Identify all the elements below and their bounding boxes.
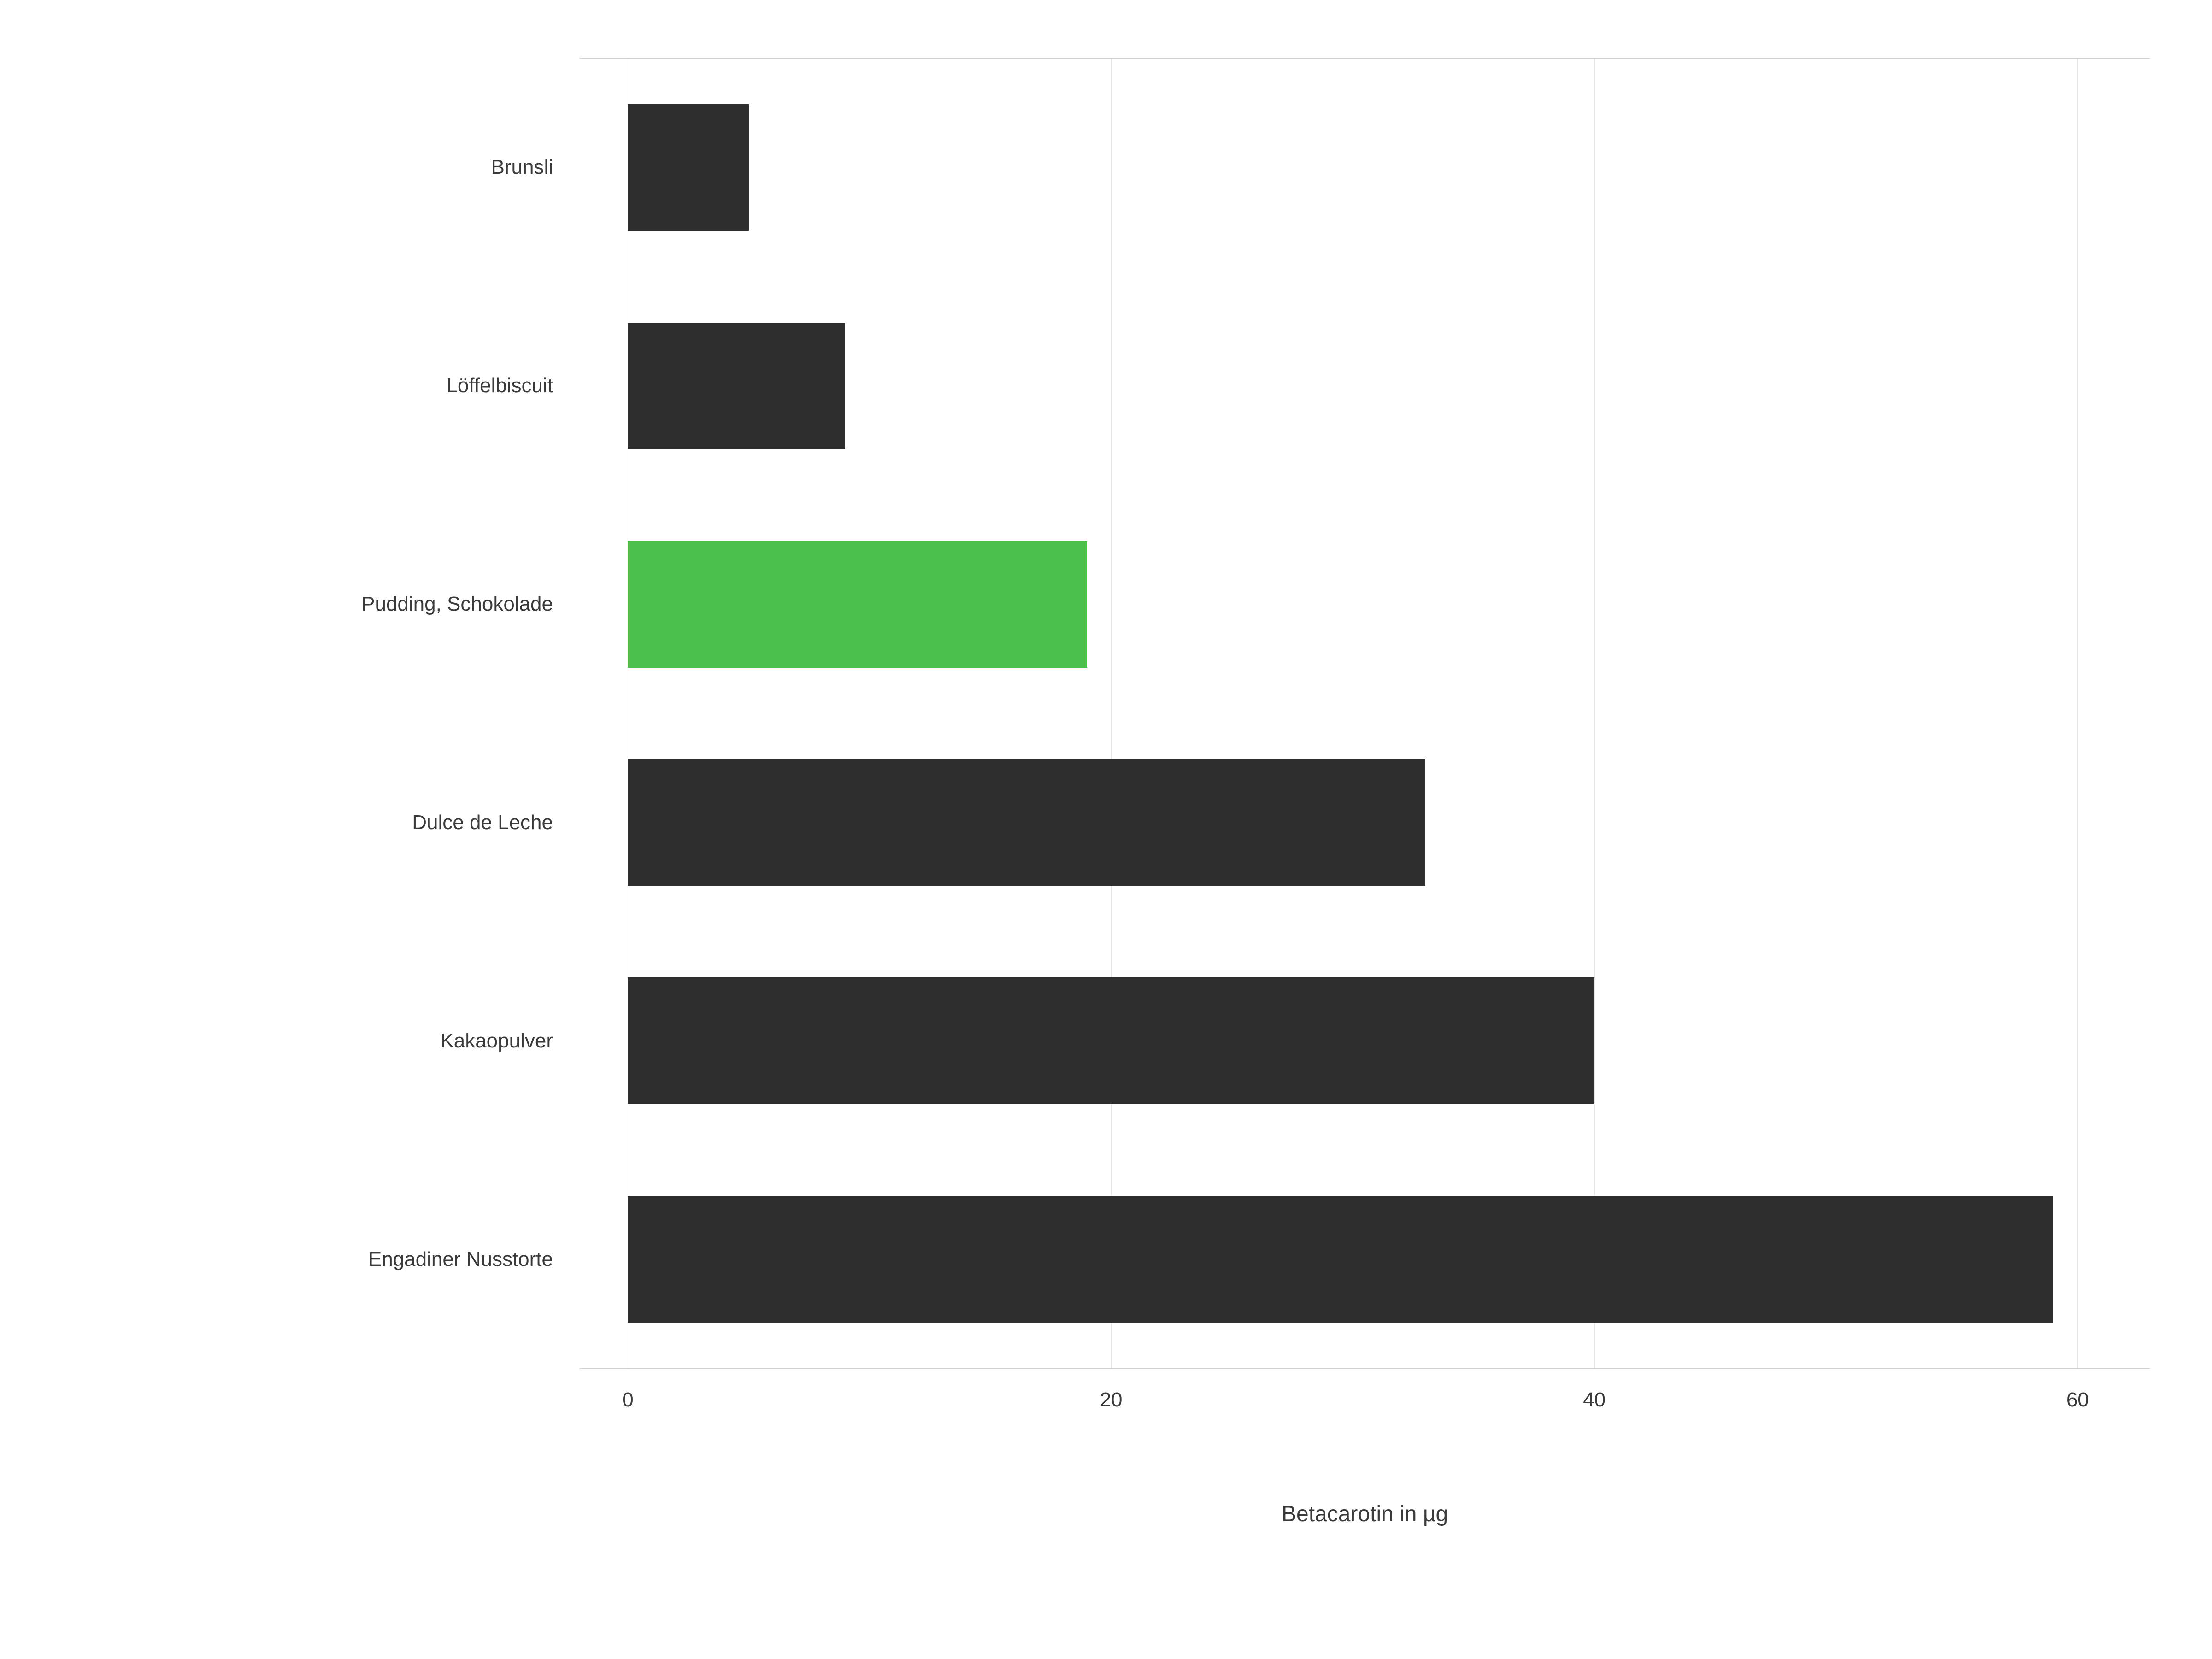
bar (628, 1196, 2053, 1323)
plot-area (580, 58, 2150, 1369)
x-tick-label: 60 (2066, 1388, 2089, 1412)
bar (628, 541, 1087, 668)
y-axis-label: Kakaopulver (440, 1030, 553, 1053)
gridline (1111, 59, 1112, 1368)
bar (628, 977, 1594, 1104)
x-tick-label: 20 (1100, 1388, 1123, 1412)
bar (628, 759, 1425, 886)
betacarotin-bar-chart: Brunsli Löffelbiscuit Pudding, Schokolade D… (0, 0, 2212, 1659)
y-axis-label: Dulce de Leche (412, 811, 553, 834)
y-axis-label: Löffelbiscuit (446, 374, 553, 397)
bar (628, 104, 748, 231)
bar (628, 323, 845, 449)
gridline (2077, 59, 2078, 1368)
y-axis-label: Engadiner Nusstorte (368, 1248, 553, 1271)
x-axis-title: Betacarotin in µg (580, 1501, 2150, 1527)
y-axis-label: Pudding, Schokolade (361, 593, 553, 616)
gridline (1594, 59, 1595, 1368)
x-tick-label: 40 (1583, 1388, 1606, 1412)
y-axis-label: Brunsli (491, 156, 553, 179)
x-tick-label: 0 (622, 1388, 633, 1412)
